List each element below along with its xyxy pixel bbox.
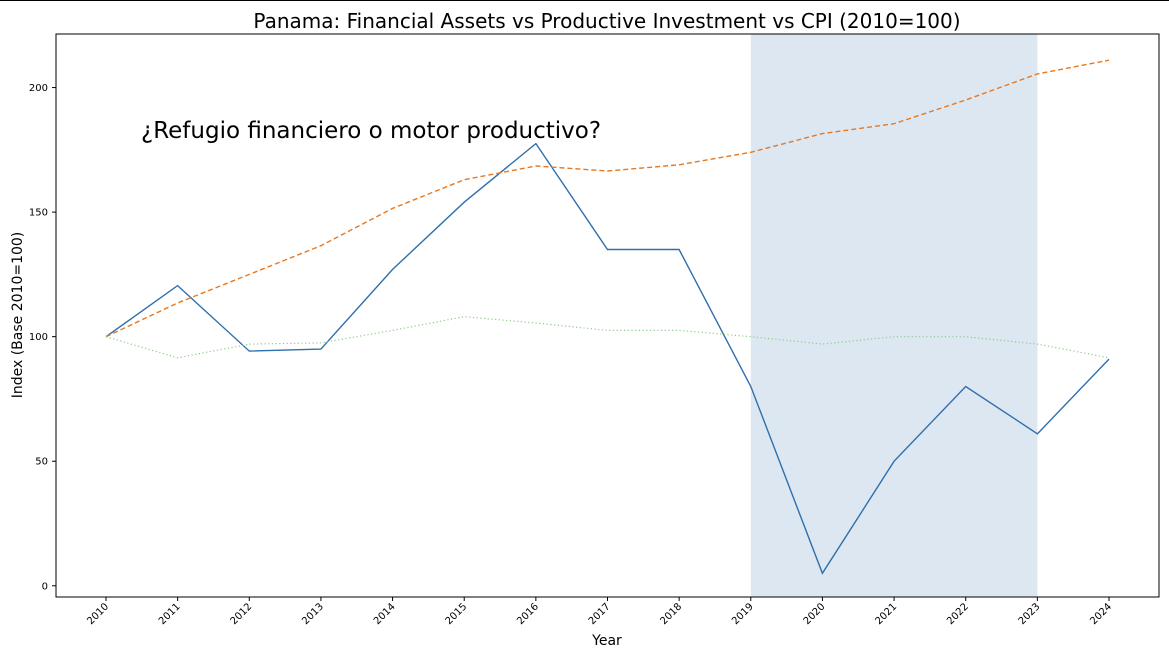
x-axis-label: Year (591, 633, 622, 649)
x-tick-label: 2011 (157, 601, 183, 627)
y-tick-label: 200 (29, 83, 48, 94)
x-tick-label: 2016 (515, 601, 541, 627)
y-axis-ticks: 0 50 100 150 200 (29, 83, 56, 592)
x-tick-label: 2019 (730, 601, 756, 627)
x-tick-label: 2010 (85, 601, 111, 627)
y-axis-label: Index (Base 2010=100) (10, 232, 26, 399)
x-tick-label: 2022 (945, 601, 971, 627)
x-tick-label: 2013 (300, 601, 326, 627)
x-tick-label: 2020 (802, 601, 828, 627)
y-tick-label: 50 (35, 457, 48, 468)
y-tick-label: 100 (29, 332, 48, 343)
x-tick-label: 2012 (229, 601, 255, 627)
y-tick-label: 0 (42, 581, 48, 592)
chart-title: Panama: Financial Assets vs Productive I… (253, 9, 960, 33)
series-layer (105, 59, 1110, 575)
x-tick-label: 2023 (1017, 601, 1043, 627)
x-tick-label: 2014 (372, 601, 398, 627)
x-tick-label: 2024 (1088, 601, 1114, 627)
chart-annotation: ¿Refugio financiero o motor productivo? (141, 118, 601, 144)
highlight-band (750, 34, 1038, 597)
x-tick-label: 2015 (444, 601, 470, 627)
x-tick-label: 2018 (658, 601, 684, 627)
y-tick-label: 150 (29, 208, 48, 219)
x-axis-ticks: 2010 2011 2012 2013 2014 2015 2016 2017 2018 2019… (85, 597, 1114, 627)
series-line-1 (105, 142, 1110, 575)
x-tick-label: 2017 (587, 601, 613, 627)
series-line-3 (105, 316, 1110, 359)
series-line-2 (105, 59, 1110, 338)
top-rule (0, 0, 1169, 1)
x-tick-label: 2021 (873, 601, 899, 627)
